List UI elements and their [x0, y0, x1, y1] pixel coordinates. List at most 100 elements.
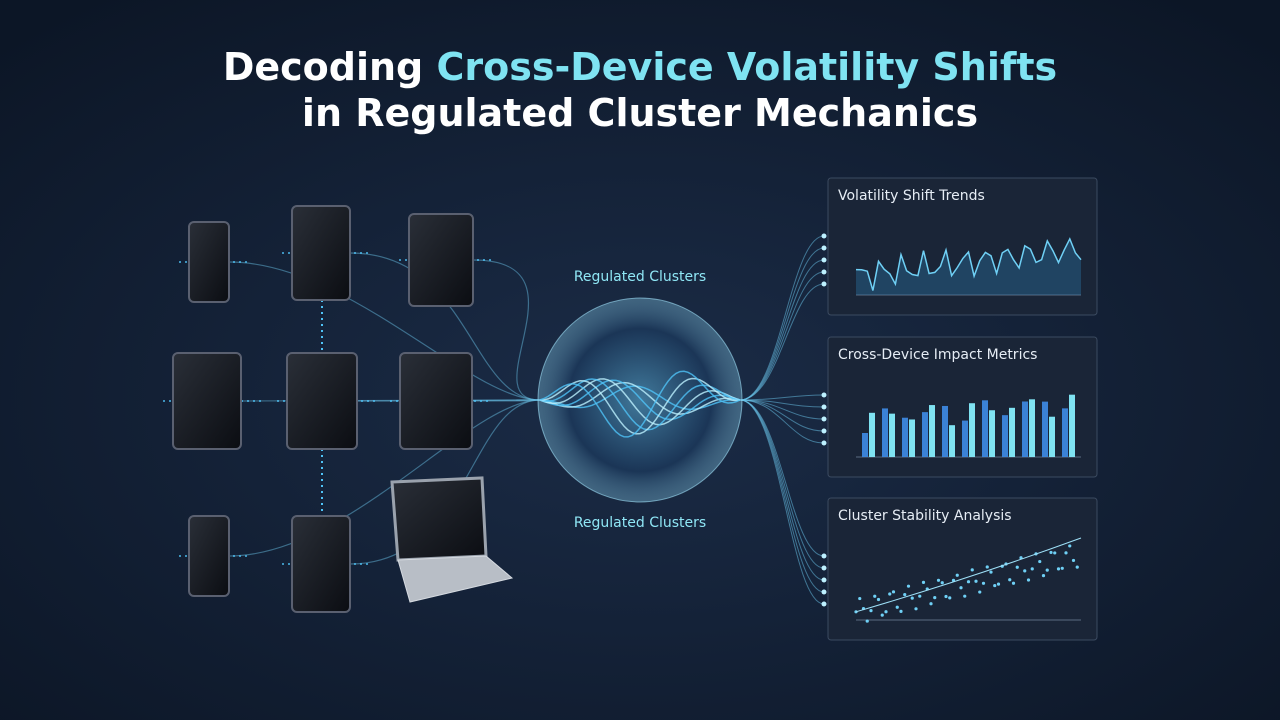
node-dot — [821, 601, 827, 607]
device — [286, 352, 358, 450]
wire — [739, 399, 825, 444]
hub-label: Regulated Clusters — [574, 515, 706, 531]
title-line-1: Decoding Cross-Device Volatility Shifts — [223, 45, 1057, 89]
scatter-dot — [858, 596, 862, 601]
scatter-dot — [895, 605, 899, 609]
scatter-dot — [880, 613, 884, 617]
scatter-dot — [884, 610, 888, 614]
node-dot — [821, 589, 827, 595]
scatter-dot — [1011, 581, 1016, 585]
title-line-2: in Regulated Cluster Mechanics — [302, 91, 978, 135]
wire — [471, 399, 541, 402]
wave — [539, 378, 741, 426]
wire — [472, 259, 541, 401]
scatter-dot — [1045, 568, 1049, 572]
node-dot — [821, 565, 827, 571]
device — [399, 352, 473, 450]
scatter-dot — [936, 578, 941, 582]
panels: Volatility Shift Trends Cross-Device Impa… — [827, 177, 1098, 641]
scatter-dot — [963, 594, 967, 598]
node-dot — [821, 257, 827, 263]
scatter-dot — [929, 602, 933, 606]
panel — [827, 497, 1098, 641]
bar — [989, 410, 995, 457]
cluster-sphere — [537, 297, 743, 503]
node-dot — [821, 281, 827, 287]
scatter-dot — [959, 586, 963, 590]
device — [291, 515, 351, 613]
scatter-dot — [944, 594, 948, 599]
node-dot — [821, 404, 827, 410]
panel — [827, 177, 1098, 316]
scatter-dot — [1056, 567, 1061, 571]
scatter-dot — [1060, 566, 1064, 570]
scatter-dot — [978, 590, 982, 594]
wire — [228, 399, 541, 557]
scatter-dot — [948, 596, 952, 600]
scatter-dot — [1071, 558, 1076, 563]
scatter-dot — [876, 597, 881, 602]
bar — [929, 405, 935, 457]
scatter-dot — [1041, 573, 1046, 578]
trend-area — [856, 238, 1081, 295]
bar — [982, 400, 988, 457]
fit-line — [855, 537, 1082, 613]
scatter-dot — [906, 584, 911, 588]
scatter-dot — [1075, 565, 1079, 569]
trend-line — [855, 237, 1082, 291]
scatter-dot — [1068, 544, 1072, 548]
bar — [962, 420, 968, 457]
scatter-dot — [974, 579, 978, 583]
wire — [739, 259, 825, 401]
node-dot — [821, 416, 827, 422]
wave — [539, 381, 741, 415]
node-dot — [821, 577, 827, 583]
bar — [1042, 401, 1048, 457]
panel-title: Cluster Stability Analysis — [838, 508, 1012, 524]
bar — [1002, 415, 1008, 457]
scatter-dot — [854, 610, 858, 614]
bar — [1062, 408, 1068, 457]
scatter-dot — [910, 596, 914, 600]
scatter-dot — [981, 581, 986, 585]
scatter-dot — [993, 583, 997, 588]
wire — [739, 283, 825, 401]
bar — [922, 412, 928, 457]
bar — [1009, 407, 1015, 457]
scatter-dot — [918, 594, 922, 598]
scatter-dot — [888, 592, 892, 596]
scatter-dot — [970, 568, 974, 572]
scatter-dot — [940, 581, 944, 585]
scatter-dot — [1038, 559, 1042, 564]
wave — [539, 370, 741, 438]
devices — [172, 205, 514, 613]
scatter-dot — [899, 609, 903, 613]
bar — [1069, 394, 1075, 457]
laptop — [390, 476, 488, 562]
device — [291, 205, 351, 301]
scatter-dot — [1064, 551, 1068, 555]
bar — [1029, 399, 1035, 457]
node-dot — [821, 245, 827, 251]
node-dot — [821, 428, 827, 434]
bar — [1049, 416, 1055, 457]
bar — [869, 412, 875, 457]
wire — [228, 261, 541, 401]
scatter-dot — [865, 619, 869, 623]
bar — [882, 408, 888, 457]
scatter-dot — [914, 607, 918, 611]
bar — [1022, 401, 1028, 457]
scatter-dot — [869, 609, 873, 613]
scatter-dot — [1023, 569, 1027, 573]
laptop-base — [397, 555, 514, 603]
scatter-dot — [1008, 578, 1012, 582]
node-dot — [821, 440, 827, 446]
bar — [949, 425, 955, 457]
device — [188, 221, 230, 303]
panel-title: Volatility Shift Trends — [838, 188, 985, 204]
scatter-dot — [1049, 550, 1053, 555]
wave — [539, 379, 741, 421]
wave — [539, 377, 741, 435]
scatter-dot — [989, 570, 993, 574]
device — [172, 352, 242, 450]
